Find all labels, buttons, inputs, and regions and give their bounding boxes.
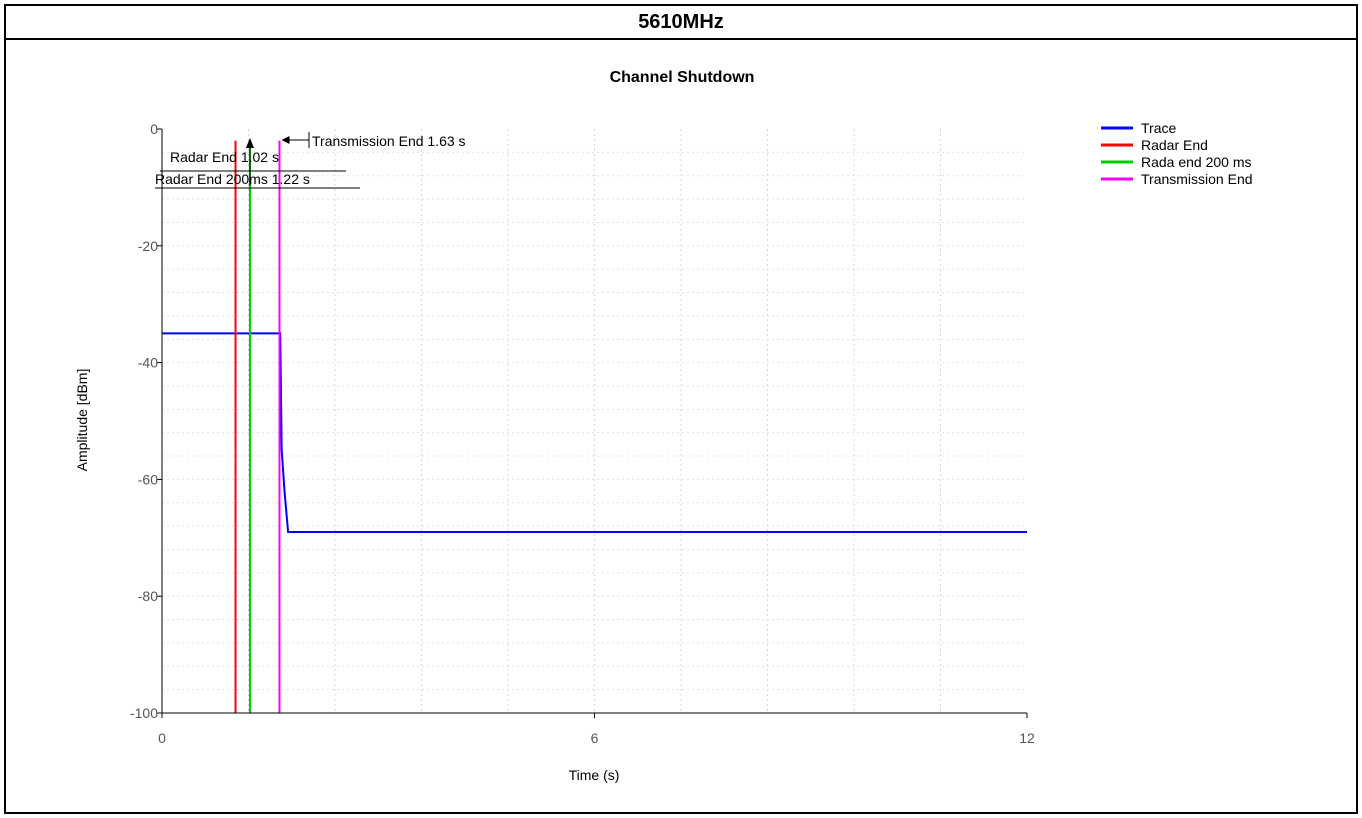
legend-entry: Trace [1141,120,1176,136]
y-tick-label: -100 [130,705,158,721]
legend-entry: Rada end 200 ms [1141,154,1252,170]
legend-entry: Radar End [1141,137,1208,153]
marker-lines [234,140,281,713]
x-tick-label: 12 [1019,730,1035,746]
x-tick-label: 6 [591,730,599,746]
grid [162,129,1027,713]
axes: 0 6 12 0 -20 -40 -60 -80 -100 [130,121,1035,746]
y-tick-label: 0 [150,121,158,137]
annotation-arrow [245,138,254,148]
x-tick-label: 0 [158,730,166,746]
annotations: Transmission End 1.63 s Radar End 1.02 s R… [155,132,466,189]
trace-line [162,332,1027,533]
y-tick-label: -60 [138,471,158,487]
trace-layer [162,332,1027,533]
y-tick-label: -20 [138,238,158,254]
frequency-header: 5610MHz [6,6,1356,40]
annotation-radar-end: Radar End 1.02 s [170,149,279,165]
y-axis-title: Amplitude [dBm] [74,369,90,472]
y-tick-label: -40 [138,355,158,371]
x-axis-title: Time (s) [569,767,620,783]
y-tick-label: -80 [138,588,158,604]
chart-title: Channel Shutdown [610,69,755,86]
annotation-radar-end-200ms: Radar End 200ms 1.22 s [155,171,310,187]
annotation-arrow [281,136,290,144]
legend-entry: Transmission End [1141,171,1253,187]
annotation-transmission-end: Transmission End 1.63 s [312,133,466,149]
